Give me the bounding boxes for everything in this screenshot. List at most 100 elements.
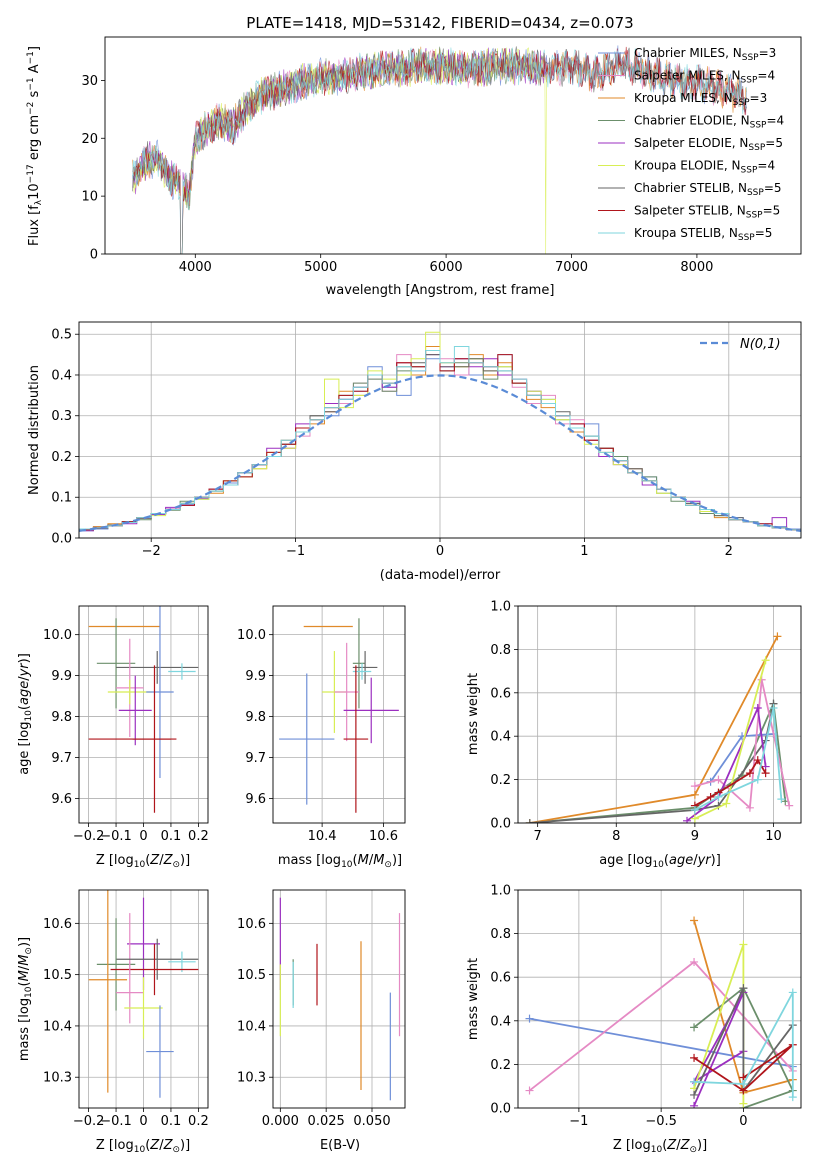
legend-label: Kroupa MILES, NSSP=3 xyxy=(634,91,767,108)
ebv_mass-axes: 0.000 0.025 0.050 10.3 10.4 10.5 10.6 xyxy=(237,890,405,1129)
x-tick-label: 5000 xyxy=(304,260,337,275)
x-axis-label: Z [log10(Z/Z⊙)] xyxy=(96,1138,190,1155)
x-tick-label: 0 xyxy=(739,1114,747,1129)
weight-line-chabrier_miles xyxy=(529,1017,793,1068)
z_mass-points xyxy=(88,890,199,1098)
legend-label: Chabrier ELODIE, NSSP=4 xyxy=(634,114,784,131)
weight-marker-salpeter_stelib xyxy=(690,1053,699,1062)
y-tick-label: 9.8 xyxy=(51,710,72,725)
x-axis-label: Z [log10(Z/Z⊙)] xyxy=(96,853,190,870)
z_age-points xyxy=(88,606,199,813)
spectrum-line-salpeter_stelib xyxy=(132,46,747,254)
x-axis-label: mass [log10(M/M⊙)] xyxy=(278,853,402,870)
legend-post: =3 xyxy=(759,46,777,60)
legend-sub: SSP xyxy=(748,143,765,153)
weight-marker-kroupa_stelib xyxy=(769,703,778,712)
x-tick-label: −0.2 xyxy=(73,829,105,844)
y-axis-label: Normed distribution xyxy=(27,365,42,495)
z_age-frame xyxy=(78,605,209,824)
x-tick-label: 7000 xyxy=(555,260,588,275)
x-tick-label: −0.5 xyxy=(645,1114,677,1129)
z_weight-axes: −1 −0.5 0 0.0 0.2 0.4 0.6 0.8 1.0 xyxy=(490,884,801,1129)
y-tick-label: 10.3 xyxy=(43,1071,72,1086)
age_weight-axes: 7 8 9 10 0.0 0.2 0.4 0.6 0.8 1.0 xyxy=(490,600,801,844)
z_mass-axes: −0.2−0.1 0 0.1 0.2 10.3 10.4 10.5 10.6 xyxy=(43,890,209,1129)
x-tick-label: 6000 xyxy=(430,260,463,275)
y-tick-label: 0.8 xyxy=(490,927,511,942)
x-tick-label: 2 xyxy=(725,544,733,559)
x-tick-label: −0.1 xyxy=(100,829,132,844)
weight-marker-kroupa_stelib xyxy=(714,792,723,801)
weight-line-chabrier_stelib xyxy=(693,987,794,1096)
y-tick-label: 0.0 xyxy=(51,532,72,547)
x-tick-label: 0 xyxy=(139,829,147,844)
y-tick-label: 10 xyxy=(81,190,98,205)
legend-sub: SSP xyxy=(738,233,755,243)
spectrum-axes: 4000 5000 6000 7000 8000 0 10 20 30 xyxy=(81,74,713,275)
spectrum-lines xyxy=(132,45,747,254)
residuals-frame xyxy=(78,321,802,539)
y-tick-label: 0.0 xyxy=(490,1102,511,1117)
weight-marker-kroupa_stelib xyxy=(690,1077,699,1086)
spectrum-frame xyxy=(104,36,802,255)
weight-marker-salpeter_stelib xyxy=(761,769,770,778)
weight-line-salpeter_elodie xyxy=(686,704,767,822)
legend-text: Chabrier ELODIE, N xyxy=(634,114,750,128)
z_weight-lines xyxy=(525,916,797,1108)
x-tick-label: 0 xyxy=(436,544,444,559)
x-axis-label: (data-model)/error xyxy=(380,568,501,583)
x-axis-label: age [log10(age/yr)] xyxy=(599,853,721,870)
x-axis-label: E(B-V) xyxy=(320,1138,360,1153)
legend-label: Kroupa ELODIE, NSSP=4 xyxy=(634,159,775,176)
weight-line-salpeter_stelib xyxy=(693,1044,794,1092)
weight-line-salpeter_elodie xyxy=(691,992,745,1107)
y-tick-label: 0.4 xyxy=(490,730,511,745)
mass_age-points xyxy=(279,618,399,813)
legend-label: Chabrier MILES, NSSP=3 xyxy=(634,46,776,63)
legend-text: Salpeter MILES, N xyxy=(634,69,741,83)
mass_age-frame xyxy=(272,605,406,824)
legend-sub: SSP xyxy=(733,98,750,108)
weight-line-kroupa_miles xyxy=(529,635,779,823)
x-tick-label: 4000 xyxy=(179,260,212,275)
x-tick-label: −0.1 xyxy=(100,1114,132,1129)
legend-text: Chabrier MILES, N xyxy=(634,46,742,60)
y-tick-label: 9.6 xyxy=(245,792,266,807)
x-tick-label: −1 xyxy=(286,544,305,559)
weight-marker-kroupa_elodie xyxy=(722,799,731,808)
residuals-axes: −2 −1 0 1 2 0.0 0.1 0.2 0.3 0.4 0.5 xyxy=(51,322,801,559)
x-tick-label: 0.2 xyxy=(188,1114,209,1129)
weight-marker-kroupa_stelib xyxy=(739,1080,748,1089)
weight-marker-kroupa_miles xyxy=(690,916,699,925)
weight-marker-salpeter_miles xyxy=(690,957,699,966)
y-tick-label: 9.6 xyxy=(51,792,72,807)
weight-marker-chabrier_stelib xyxy=(739,984,748,993)
weight-marker-chabrier_miles xyxy=(525,1014,534,1023)
legend-post: =5 xyxy=(764,181,782,195)
x-axis-label: wavelength [Angstrom, rest frame] xyxy=(326,283,555,298)
y-tick-label: 9.9 xyxy=(51,669,72,684)
legend-sub: SSP xyxy=(746,211,763,221)
x-tick-label: 0.1 xyxy=(161,829,182,844)
weight-marker-kroupa_stelib xyxy=(777,795,786,804)
y-axis-label: mass weight xyxy=(466,673,481,755)
weight-marker-chabrier_stelib xyxy=(525,819,534,823)
legend-label: Salpeter ELODIE, NSSP=5 xyxy=(634,136,783,153)
y-tick-label: 20 xyxy=(81,132,98,147)
weight-marker-salpeter_miles xyxy=(745,803,754,812)
normal-legend-label: N(0,1) xyxy=(740,337,781,352)
y-tick-label: 0.1 xyxy=(51,491,72,506)
legend-label: Salpeter MILES, NSSP=4 xyxy=(634,69,775,86)
y-tick-label: 10.3 xyxy=(237,1071,266,1086)
x-tick-label: 10.4 xyxy=(308,829,337,844)
x-tick-label: −2 xyxy=(142,544,161,559)
legend-post: =4 xyxy=(757,159,775,173)
y-tick-label: 0.4 xyxy=(51,368,72,383)
ebv_mass-frame xyxy=(272,889,406,1109)
y-tick-label: 0 xyxy=(90,248,98,263)
x-tick-label: 9 xyxy=(691,829,699,844)
weight-marker-salpeter_miles xyxy=(714,775,723,784)
